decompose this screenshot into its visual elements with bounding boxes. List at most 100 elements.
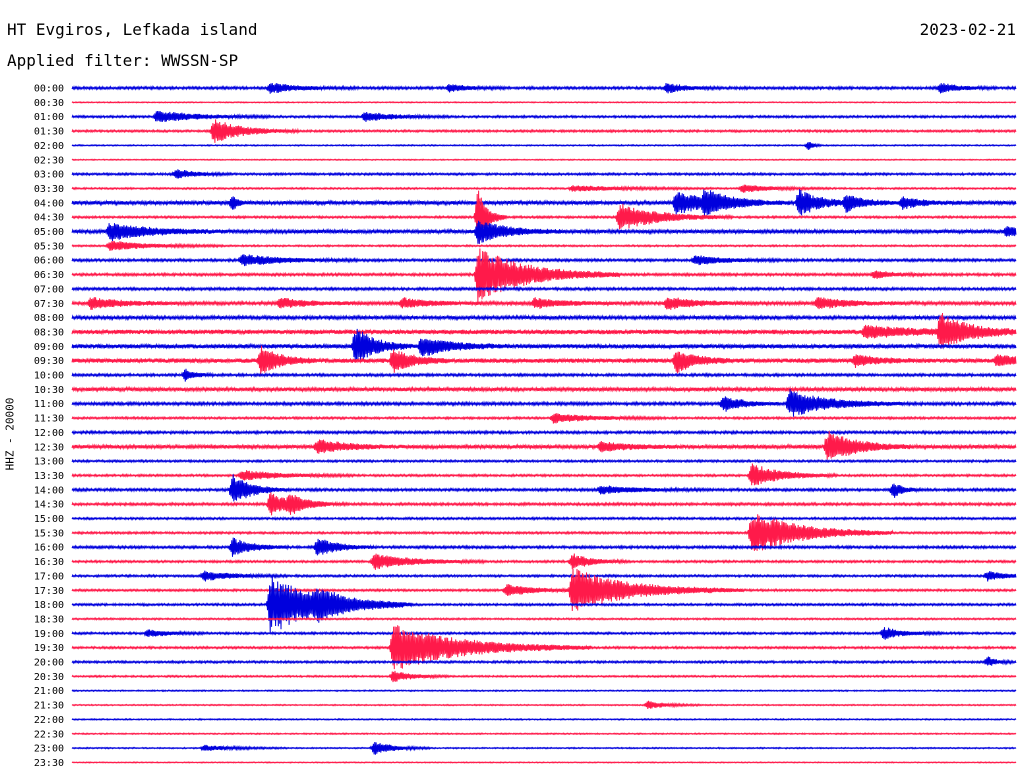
y-tick-label: 09:30 xyxy=(34,356,64,367)
trace-line xyxy=(71,240,1017,251)
trace-line xyxy=(71,254,1017,267)
trace-line xyxy=(71,431,1017,460)
trace-line xyxy=(71,537,1017,557)
y-tick-label: 21:30 xyxy=(34,701,64,712)
trace-line xyxy=(71,388,1017,417)
y-tick-label: 05:00 xyxy=(34,227,64,238)
y-tick-label: 02:00 xyxy=(34,141,64,152)
trace-line xyxy=(71,314,1017,322)
trace-line xyxy=(71,385,1017,393)
y-tick-label: 05:30 xyxy=(34,241,64,252)
trace-line xyxy=(71,616,1017,621)
trace-line xyxy=(71,184,1017,193)
trace-line xyxy=(71,700,1017,709)
trace-line xyxy=(71,458,1017,464)
y-tick-label: 08:00 xyxy=(34,313,64,324)
y-tick-label: 11:00 xyxy=(34,399,64,410)
trace-line xyxy=(71,576,1017,633)
trace-line xyxy=(71,627,1017,640)
y-tick-label: 11:30 xyxy=(34,414,64,425)
y-tick-label: 07:00 xyxy=(34,284,64,295)
y-tick-label: 20:00 xyxy=(34,658,64,669)
trace-line xyxy=(71,515,1017,522)
trace-line xyxy=(71,82,1017,94)
trace-line xyxy=(71,110,1017,123)
chart-date: 2023-02-21 xyxy=(919,20,1016,39)
y-tick-label: 02:30 xyxy=(34,155,64,166)
y-tick-label: 10:00 xyxy=(34,371,64,382)
trace-line xyxy=(71,248,1017,303)
trace-line xyxy=(71,761,1017,764)
chart-title: HT Evgiros, Lefkada island xyxy=(7,20,258,39)
y-tick-label: 03:30 xyxy=(34,184,64,195)
y-tick-label: 13:00 xyxy=(34,457,64,468)
y-tick-label: 14:00 xyxy=(34,485,64,496)
y-tick-label: 00:30 xyxy=(34,98,64,109)
y-tick-label: 04:30 xyxy=(34,213,64,224)
y-tick-label: 01:00 xyxy=(34,112,64,123)
y-tick-label: 17:00 xyxy=(34,571,64,582)
trace-line xyxy=(71,514,1017,551)
y-tick-label: 14:30 xyxy=(34,500,64,511)
y-tick-label: 03:00 xyxy=(34,170,64,181)
trace-line xyxy=(71,429,1017,436)
trace-line xyxy=(71,717,1017,722)
y-tick-label: 00:00 xyxy=(34,84,64,95)
trace-line xyxy=(71,656,1017,666)
y-tick-label: 06:30 xyxy=(34,270,64,281)
trace-line xyxy=(71,285,1017,292)
y-tick-label: 20:30 xyxy=(34,672,64,683)
y-tick-label: 22:00 xyxy=(34,715,64,726)
y-tick-label: 19:30 xyxy=(34,643,64,654)
trace-line xyxy=(71,158,1017,162)
trace-line xyxy=(71,328,1017,363)
y-tick-label: 01:30 xyxy=(34,127,64,138)
trace-line xyxy=(71,189,1017,217)
trace-line xyxy=(71,413,1017,424)
trace-line xyxy=(71,119,1017,143)
trace-line xyxy=(71,345,1017,375)
y-tick-label: 21:00 xyxy=(34,686,64,697)
trace-line xyxy=(71,190,1017,244)
trace-line xyxy=(71,568,1017,612)
trace-line xyxy=(71,169,1017,179)
y-tick-label: 06:00 xyxy=(34,256,64,267)
y-tick-label: 15:30 xyxy=(34,528,64,539)
filter-label: Applied filter: WWSSN-SP xyxy=(7,51,239,70)
trace-line xyxy=(71,474,1017,502)
trace-line xyxy=(71,297,1017,310)
y-tick-label: 23:00 xyxy=(34,744,64,755)
trace-line xyxy=(71,689,1017,693)
y-tick-label: 09:00 xyxy=(34,342,64,353)
y-tick-label: 10:30 xyxy=(34,385,64,396)
y-tick-label: 13:30 xyxy=(34,471,64,482)
trace-line xyxy=(71,553,1017,570)
trace-line xyxy=(71,312,1017,349)
y-tick-label: 15:00 xyxy=(34,514,64,525)
y-tick-label: 07:30 xyxy=(34,299,64,310)
y-tick-label: 18:00 xyxy=(34,600,64,611)
trace-line xyxy=(71,368,1017,382)
y-tick-label: 12:00 xyxy=(34,428,64,439)
trace-line xyxy=(71,625,1017,670)
y-tick-label: 16:30 xyxy=(34,557,64,568)
y-tick-label: 23:30 xyxy=(34,758,64,769)
trace-line xyxy=(71,141,1017,151)
y-tick-label: 17:30 xyxy=(34,586,64,597)
trace-line xyxy=(71,741,1017,755)
y-tick-label: 04:00 xyxy=(34,198,64,209)
trace-line xyxy=(71,570,1017,582)
y-tick-label: 22:30 xyxy=(34,729,64,740)
trace-line xyxy=(71,101,1017,104)
y-tick-label: 16:00 xyxy=(34,543,64,554)
y-tick-label: 12:30 xyxy=(34,442,64,453)
trace-line xyxy=(71,220,1017,244)
trace-line xyxy=(71,492,1017,516)
y-tick-label: 08:30 xyxy=(34,327,64,338)
y-tick-label: 19:00 xyxy=(34,629,64,640)
y-tick-label: 18:30 xyxy=(34,614,64,625)
trace-line xyxy=(71,463,1017,486)
trace-line xyxy=(71,670,1017,683)
trace-line xyxy=(71,732,1017,736)
